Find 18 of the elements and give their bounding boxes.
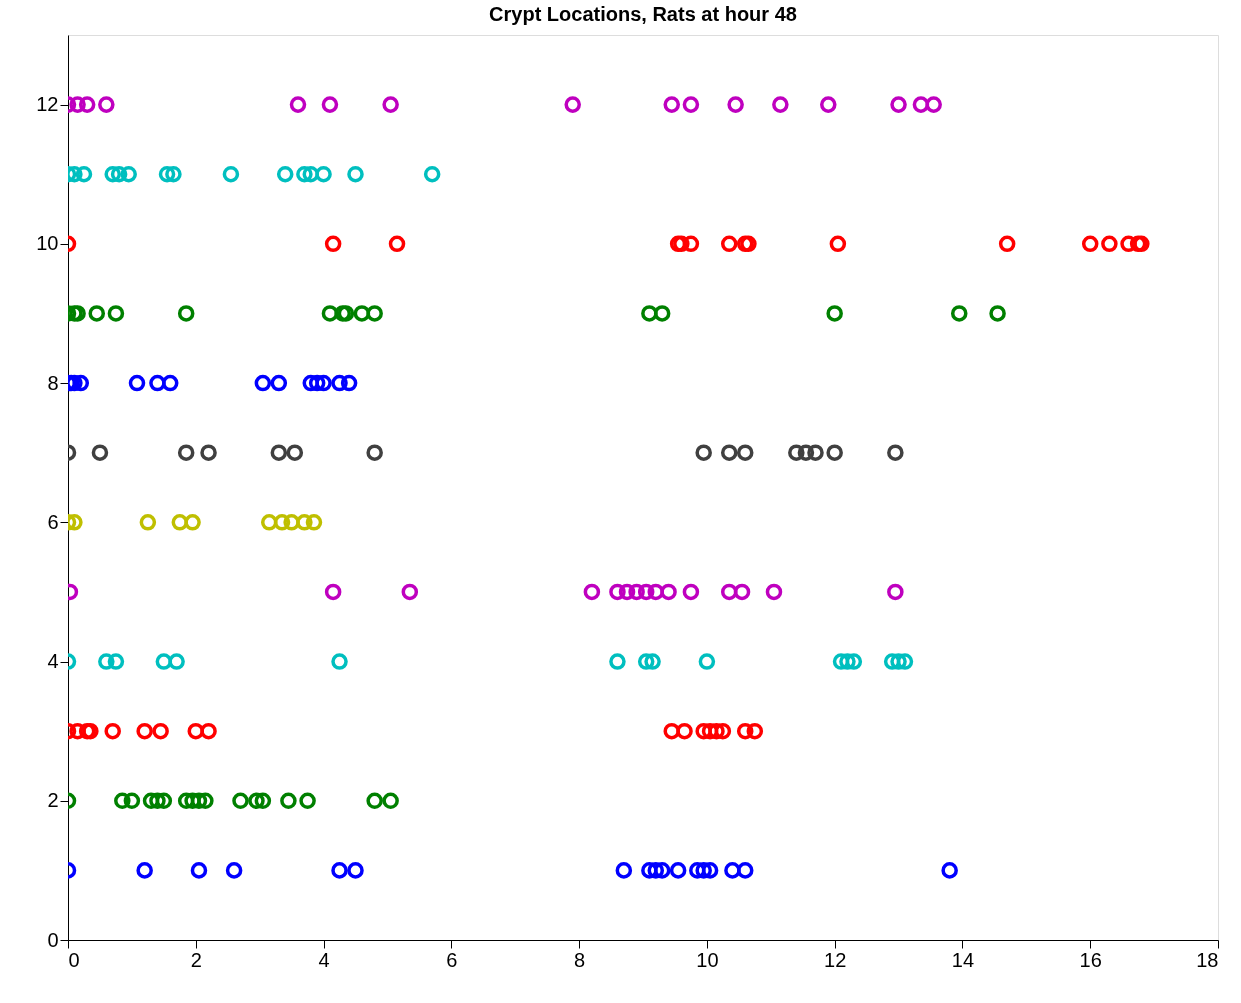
y-tick-label: 8 [47, 371, 59, 394]
x-tick-label: 6 [446, 948, 458, 971]
x-tick-label: 4 [318, 948, 330, 971]
x-tick-label: 0 [68, 948, 80, 971]
x-tick-label: 18 [1196, 948, 1219, 971]
x-tick-label: 16 [1079, 948, 1102, 971]
y-tick-label: 4 [47, 650, 59, 673]
x-tick-label: 14 [951, 948, 975, 971]
x-tick-label: 10 [696, 948, 719, 971]
y-tick-label: 2 [47, 789, 59, 812]
y-tick-label: 0 [47, 928, 59, 951]
chart-title: Crypt Locations, Rats at hour 48 [489, 3, 797, 25]
y-tick-label: 12 [36, 93, 59, 116]
x-tick-label: 12 [824, 948, 847, 971]
y-tick-label: 6 [47, 510, 59, 533]
x-tick-label: 8 [574, 948, 586, 971]
y-tick-label: 10 [36, 232, 59, 255]
x-tick-label: 2 [190, 948, 202, 971]
